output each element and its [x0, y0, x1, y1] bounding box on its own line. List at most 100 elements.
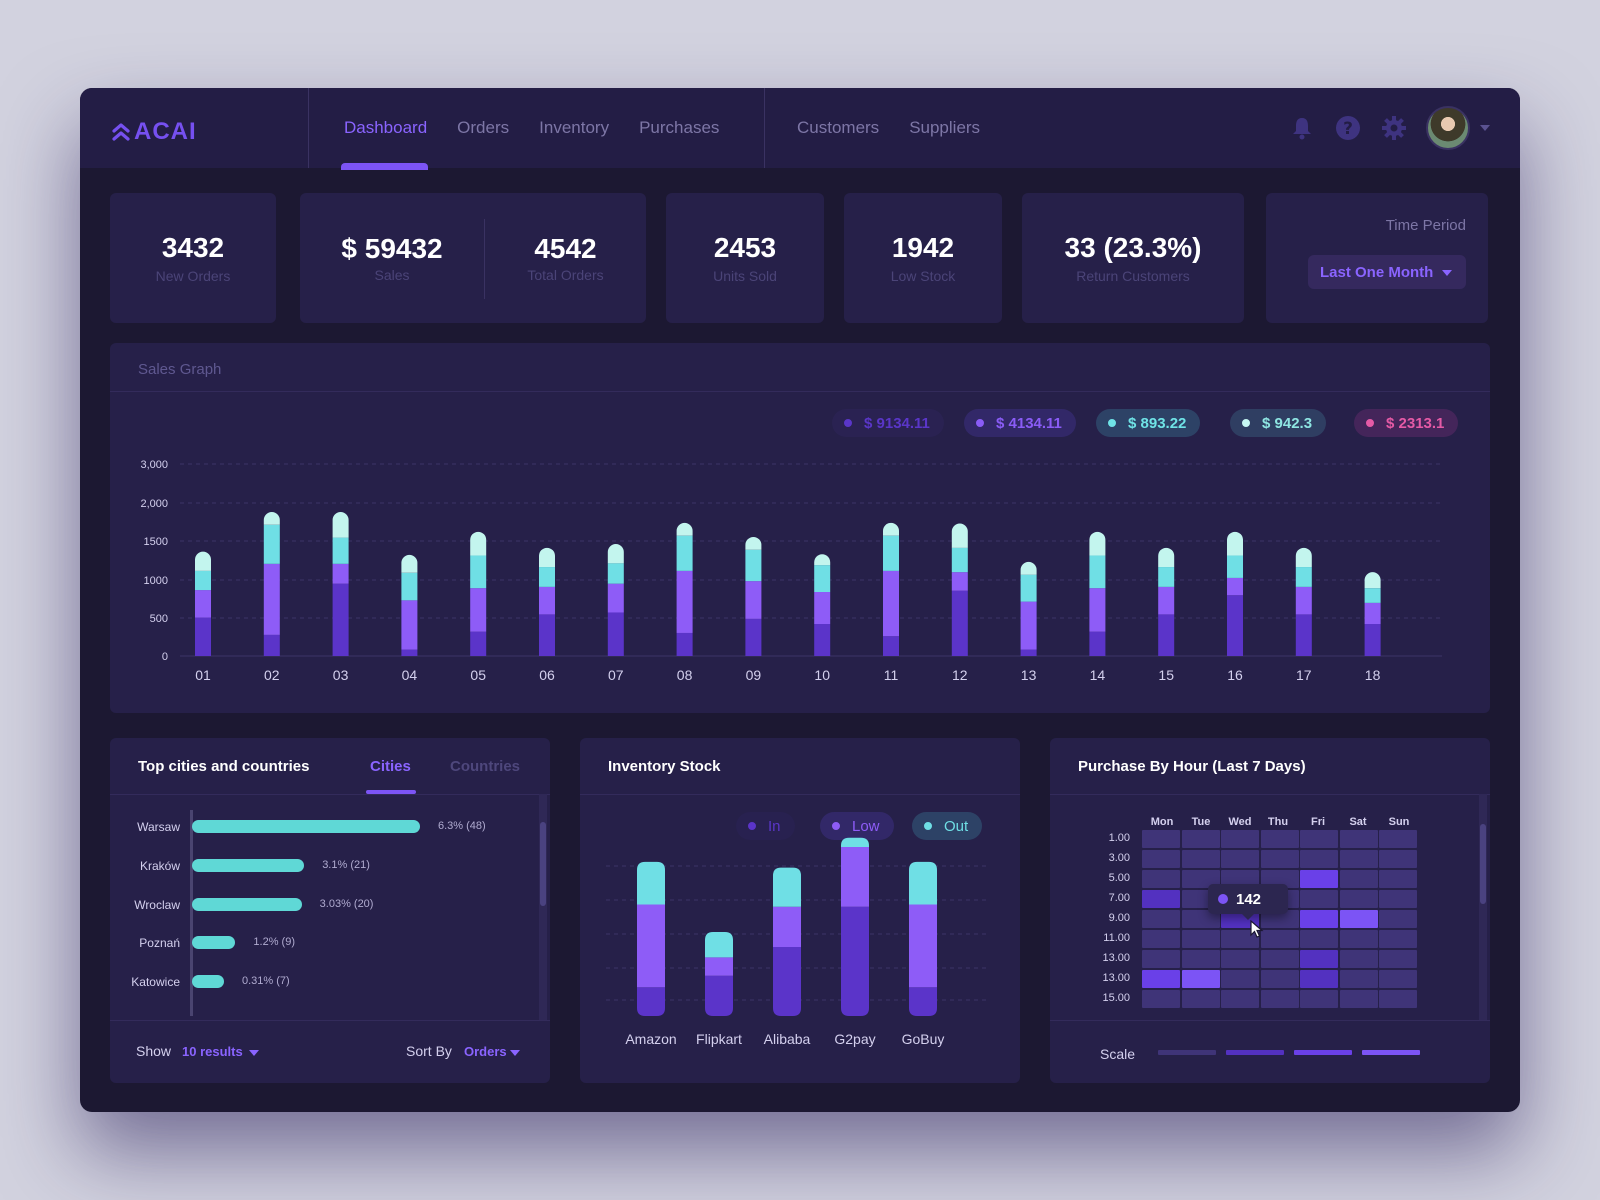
heatmap-cell[interactable]	[1142, 950, 1180, 968]
heatmap-cell[interactable]	[1379, 870, 1417, 888]
sort-by-select[interactable]: Orders	[464, 1044, 520, 1059]
heatmap-cell[interactable]	[1339, 890, 1378, 908]
heatmap-cell[interactable]	[1260, 930, 1299, 948]
help-icon[interactable]: ?	[1334, 114, 1362, 142]
heatmap-cell[interactable]	[1142, 930, 1180, 948]
heatmap-cell[interactable]	[1181, 830, 1220, 848]
legend-item[interactable]: $ 2313.1	[1354, 409, 1459, 437]
heatmap-cell[interactable]	[1260, 970, 1299, 988]
nav-orders[interactable]: Orders	[457, 118, 510, 137]
heatmap-cell[interactable]	[1221, 950, 1259, 968]
heatmap-cell[interactable]	[1260, 870, 1299, 888]
show-results-select[interactable]: 10 results	[182, 1044, 259, 1059]
nav-customers[interactable]: Customers	[797, 118, 880, 137]
list-item[interactable]: Poznań 1.2% (9)	[110, 936, 530, 950]
bell-icon[interactable]	[1288, 114, 1316, 142]
bar-stack-gobuy[interactable]	[909, 861, 937, 1016]
heatmap-cell[interactable]	[1339, 870, 1378, 888]
heatmap-cell[interactable]	[1181, 910, 1220, 928]
heatmap-cell[interactable]	[1142, 890, 1180, 908]
heatmap-cell[interactable]	[1181, 990, 1220, 1008]
tab-cities[interactable]: Cities	[370, 758, 411, 775]
bar-stack-07[interactable]	[607, 544, 624, 656]
bar-stack-12[interactable]	[951, 523, 968, 656]
heatmap-cell[interactable]	[1300, 910, 1338, 928]
heatmap-cell[interactable]	[1260, 850, 1299, 868]
heatmap-cell[interactable]	[1339, 930, 1378, 948]
heatmap-cell[interactable]	[1221, 930, 1259, 948]
heatmap-cell[interactable]	[1300, 890, 1338, 908]
heatmap-cell[interactable]	[1260, 990, 1299, 1008]
heatmap-cell[interactable]	[1339, 850, 1378, 868]
heatmap-cell[interactable]	[1300, 870, 1338, 888]
heatmap-cell[interactable]	[1379, 910, 1417, 928]
heatmap-cell[interactable]	[1142, 990, 1180, 1008]
heatmap-cell[interactable]	[1339, 970, 1378, 988]
bar-stack-04[interactable]	[401, 554, 418, 656]
bar-stack-03[interactable]	[332, 512, 349, 656]
heatmap-cell[interactable]	[1260, 910, 1299, 928]
legend-item[interactable]: Out	[912, 812, 983, 840]
time-period-select[interactable]: Last One Month	[1308, 255, 1466, 289]
scrollbar-thumb[interactable]	[540, 822, 546, 906]
heatmap-cell[interactable]	[1379, 830, 1417, 848]
heatmap-cell[interactable]	[1300, 930, 1338, 948]
legend-item[interactable]: $ 9134.11	[832, 409, 944, 437]
nav-dashboard[interactable]: Dashboard	[340, 88, 429, 170]
bar-stack-15[interactable]	[1158, 547, 1175, 656]
gear-icon[interactable]	[1380, 114, 1408, 142]
legend-item[interactable]: $ 893.22	[1096, 409, 1201, 437]
heatmap-cell[interactable]	[1181, 930, 1220, 948]
heatmap-cell[interactable]	[1142, 850, 1180, 868]
bar-stack-18[interactable]	[1364, 572, 1381, 656]
chevron-down-icon[interactable]	[1480, 125, 1490, 131]
heatmap-cell[interactable]	[1221, 990, 1259, 1008]
nav-purchases[interactable]: Purchases	[639, 118, 720, 137]
bar-stack-g2pay[interactable]	[841, 837, 869, 1016]
heatmap-cell[interactable]	[1221, 970, 1259, 988]
heatmap-cell[interactable]	[1300, 950, 1338, 968]
heatmap-cell[interactable]	[1142, 830, 1180, 848]
scrollbar[interactable]	[1479, 794, 1487, 1020]
heatmap-cell[interactable]	[1181, 950, 1220, 968]
bar-stack-09[interactable]	[745, 536, 762, 656]
heatmap-cell[interactable]	[1379, 990, 1417, 1008]
bar-stack-02[interactable]	[263, 512, 280, 656]
heatmap-cell[interactable]	[1142, 870, 1180, 888]
list-item[interactable]: Warsaw 6.3% (48)	[110, 820, 530, 834]
bar-stack-08[interactable]	[676, 522, 693, 656]
scrollbar-thumb[interactable]	[1480, 824, 1486, 904]
heatmap-cell[interactable]	[1181, 850, 1220, 868]
heatmap-cell[interactable]	[1339, 950, 1378, 968]
list-item[interactable]: Wroclaw 3.03% (20)	[110, 898, 530, 912]
heatmap-cell[interactable]	[1379, 890, 1417, 908]
bar-stack-17[interactable]	[1295, 547, 1312, 656]
scrollbar[interactable]	[539, 794, 547, 1020]
logo[interactable]: ACAI	[112, 118, 197, 146]
legend-item[interactable]: In	[736, 812, 795, 840]
heatmap-cell[interactable]	[1379, 970, 1417, 988]
heatmap-cell[interactable]	[1379, 950, 1417, 968]
bar-stack-10[interactable]	[814, 554, 831, 656]
bar-stack-11[interactable]	[883, 522, 899, 656]
tab-countries[interactable]: Countries	[450, 758, 521, 775]
avatar[interactable]	[1426, 106, 1470, 150]
bar-stack-amazon[interactable]	[637, 861, 665, 1016]
bar-stack-01[interactable]	[195, 551, 211, 656]
legend-item[interactable]: $ 942.3	[1230, 409, 1327, 437]
bar-stack-14[interactable]	[1089, 531, 1106, 656]
bar-stack-alibaba[interactable]	[773, 867, 801, 1016]
heatmap-cell[interactable]	[1379, 850, 1417, 868]
legend-item[interactable]: Low	[820, 812, 894, 840]
heatmap-cell[interactable]	[1260, 830, 1299, 848]
heatmap-cell[interactable]	[1221, 830, 1259, 848]
heatmap-cell[interactable]	[1300, 970, 1338, 988]
list-item[interactable]: Kraków 3.1% (21)	[110, 859, 530, 873]
legend-item[interactable]: $ 4134.11	[964, 409, 1076, 437]
bar-stack-06[interactable]	[539, 547, 555, 656]
nav-suppliers[interactable]: Suppliers	[909, 118, 981, 137]
heatmap-cell[interactable]	[1142, 970, 1180, 988]
nav-inventory[interactable]: Inventory	[539, 118, 610, 137]
bar-stack-13[interactable]	[1020, 561, 1037, 656]
heatmap-cell[interactable]	[1221, 850, 1259, 868]
